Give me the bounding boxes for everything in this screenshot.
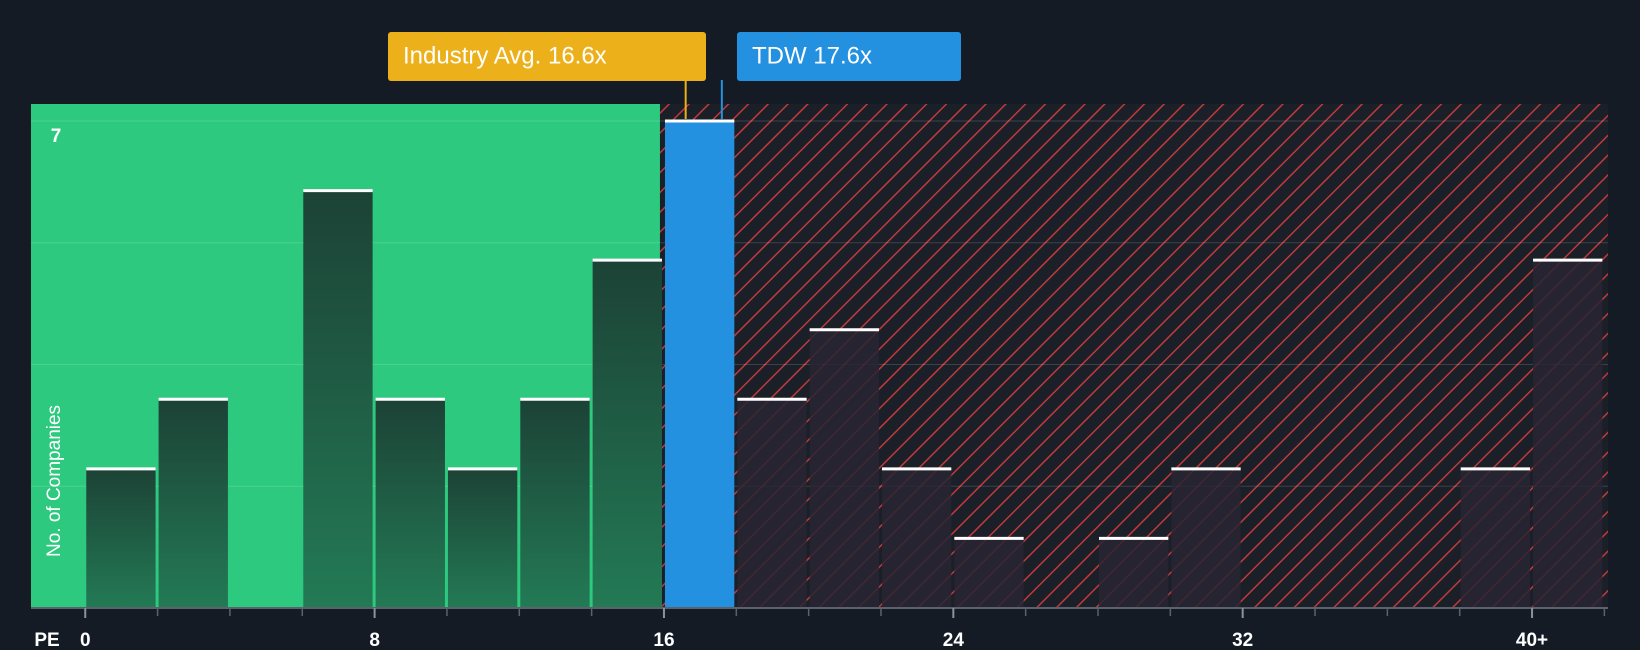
y-tick-label: 7 (51, 126, 62, 147)
x-tick-label: 32 (1232, 630, 1253, 650)
x-tick-label: 0 (80, 630, 91, 650)
company-label: TDW 17.6x (752, 42, 872, 69)
bar (881, 468, 952, 608)
y-axis-label: No. of Companies (44, 405, 65, 557)
company-box (737, 32, 961, 81)
bar (520, 399, 590, 608)
bar (664, 121, 735, 608)
industry-label: Industry Avg. 16.6x (403, 42, 607, 69)
x-axis-label: PE (34, 630, 59, 650)
x-tick-label: 24 (943, 630, 965, 650)
bar (1460, 468, 1531, 608)
plot-area: 0 8 16 24 32 40+ 7 Industry Avg. 16.6x TDW 17.6x (31, 32, 1608, 650)
industry-box (388, 32, 706, 81)
bar (809, 329, 879, 608)
bar (303, 190, 373, 609)
bar (1533, 260, 1603, 608)
x-tick-label: 8 (369, 630, 380, 650)
bar (592, 260, 662, 608)
x-tick-label: 16 (653, 630, 674, 650)
x-tick-label: 40+ (1516, 630, 1548, 650)
bar (1171, 468, 1241, 608)
bar (737, 399, 807, 608)
bar (1099, 538, 1169, 608)
bar (86, 468, 156, 608)
bar (375, 399, 445, 608)
bar (158, 399, 228, 608)
bar (447, 468, 518, 608)
bar (954, 538, 1024, 608)
